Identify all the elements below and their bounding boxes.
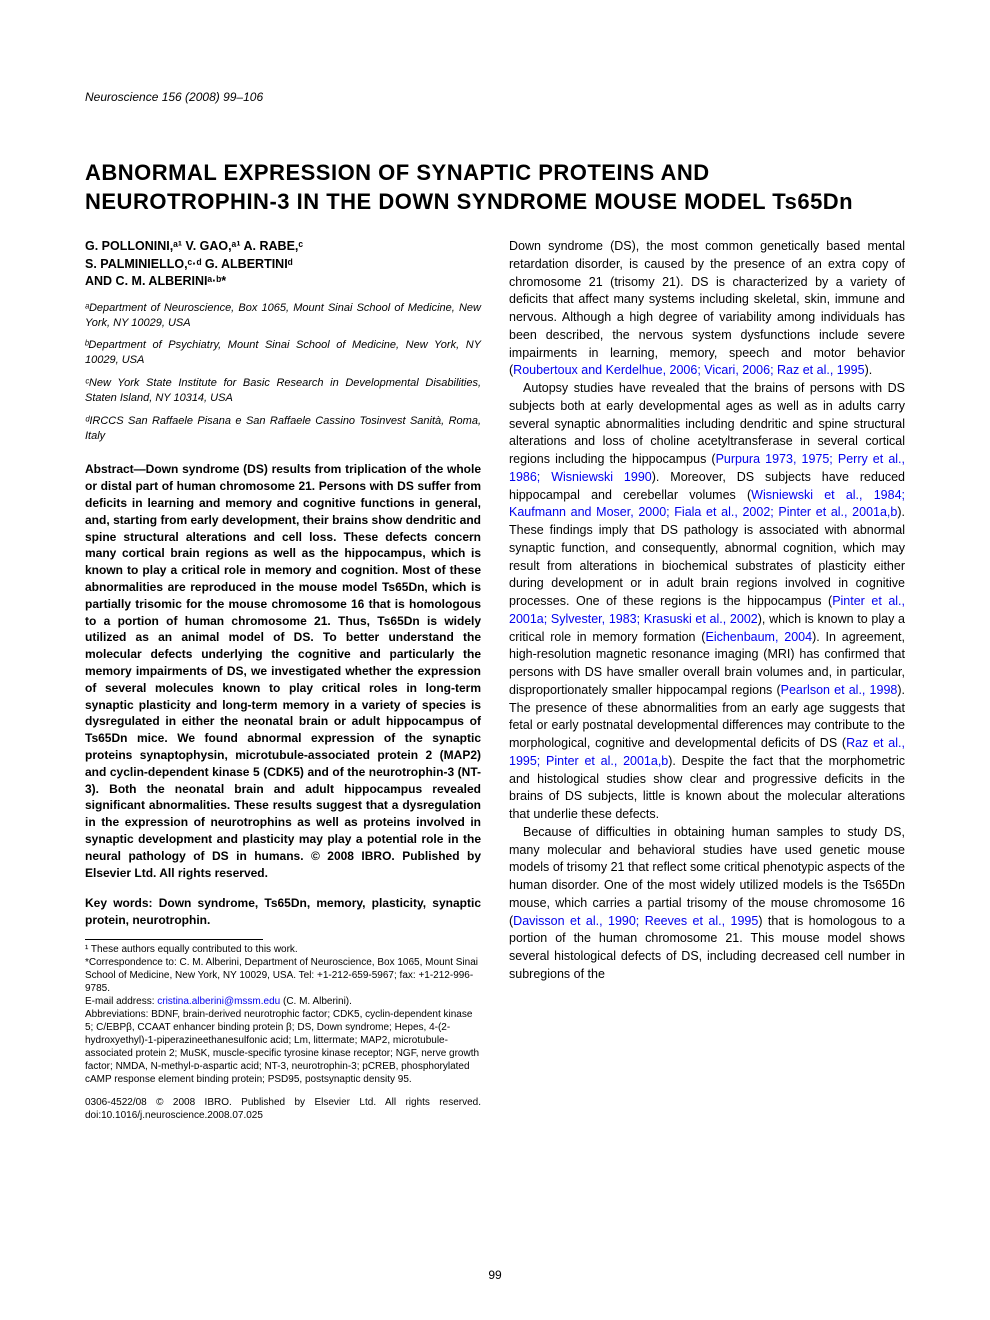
right-column: Down syndrome (DS), the most common gene… <box>509 238 905 1122</box>
keywords: Key words: Down syndrome, Ts65Dn, memory… <box>85 895 481 929</box>
p1-text-a: Down syndrome (DS), the most common gene… <box>509 239 905 377</box>
page-number: 99 <box>488 1268 501 1282</box>
ref-link[interactable]: Eichenbaum, 2004 <box>705 630 812 644</box>
footnote-email-line: E-mail address: cristina.alberini@mssm.e… <box>85 995 481 1008</box>
body-paragraph-3: Because of difficulties in obtaining hum… <box>509 824 905 984</box>
ref-link[interactable]: Roubertoux and Kerdelhue, 2006; Vicari, … <box>513 363 864 377</box>
authors-line-1: G. POLLONINI,ᵃ¹ V. GAO,ᵃ¹ A. RABE,ᶜ <box>85 238 481 256</box>
footnote-rule <box>85 939 263 940</box>
affiliation-a: ᵃDepartment of Neuroscience, Box 1065, M… <box>85 301 481 331</box>
footnote-contribution: ¹ These authors equally contributed to t… <box>85 943 481 956</box>
p2-text-c: ). These findings imply that DS patholog… <box>509 505 905 608</box>
left-column: G. POLLONINI,ᵃ¹ V. GAO,ᵃ¹ A. RABE,ᶜ S. P… <box>85 238 481 1122</box>
copyright-doi: 0306-4522/08 © 2008 IBRO. Published by E… <box>85 1096 481 1122</box>
email-label: E-mail address: <box>85 996 157 1007</box>
footnotes-block: ¹ These authors equally contributed to t… <box>85 943 481 1086</box>
p1-text-b: ). <box>865 363 873 377</box>
footnote-abbreviations: Abbreviations: BDNF, brain-derived neuro… <box>85 1008 481 1086</box>
ref-link[interactable]: Davisson et al., 1990; Reeves et al., 19… <box>513 914 758 928</box>
authors-line-3: AND C. M. ALBERINIᵃ·ᵇ* <box>85 273 481 291</box>
abstract-text: Abstract—Down syndrome (DS) results from… <box>85 461 481 881</box>
affiliation-d: ᵈIRCCS San Raffaele Pisana e San Raffael… <box>85 414 481 444</box>
affiliation-c: ᶜNew York State Institute for Basic Rese… <box>85 376 481 406</box>
body-paragraph-2: Autopsy studies have revealed that the b… <box>509 380 905 824</box>
journal-header: Neuroscience 156 (2008) 99–106 <box>85 90 905 104</box>
footnote-correspondence: *Correspondence to: C. M. Alberini, Depa… <box>85 956 481 995</box>
article-title: ABNORMAL EXPRESSION OF SYNAPTIC PROTEINS… <box>85 159 905 216</box>
affiliation-b: ᵇDepartment of Psychiatry, Mount Sinai S… <box>85 338 481 368</box>
p3-text-a: Because of difficulties in obtaining hum… <box>509 825 905 928</box>
author-list: G. POLLONINI,ᵃ¹ V. GAO,ᵃ¹ A. RABE,ᶜ S. P… <box>85 238 481 291</box>
ref-link[interactable]: Pearlson et al., 1998 <box>781 683 898 697</box>
email-link[interactable]: cristina.alberini@mssm.edu <box>157 996 280 1007</box>
email-name: (C. M. Alberini). <box>280 996 352 1007</box>
authors-line-2: S. PALMINIELLO,ᶜ·ᵈ G. ALBERTINIᵈ <box>85 256 481 274</box>
body-paragraph-1: Down syndrome (DS), the most common gene… <box>509 238 905 380</box>
two-column-layout: G. POLLONINI,ᵃ¹ V. GAO,ᵃ¹ A. RABE,ᶜ S. P… <box>85 238 905 1122</box>
